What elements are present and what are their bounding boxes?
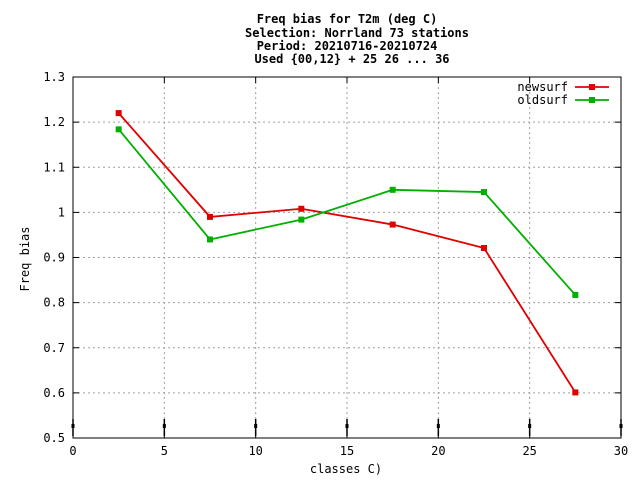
y-tick-label: 1.2 <box>43 115 65 129</box>
x-tick-label: 20 <box>431 444 445 458</box>
count-marker-point <box>345 424 349 428</box>
data-point-newsurf <box>389 221 396 228</box>
x-tick-label: 0 <box>69 444 76 458</box>
x-tick-label: 10 <box>248 444 262 458</box>
x-tick-label: 15 <box>340 444 354 458</box>
data-point-oldsurf <box>115 126 122 133</box>
legend-marker-newsurf <box>589 84 595 90</box>
data-point-newsurf <box>298 205 305 212</box>
data-point-oldsurf <box>481 189 487 196</box>
x-tick-label: 30 <box>614 444 628 458</box>
x-tick-label: 25 <box>522 444 536 458</box>
title-line-3: Period: 20210716-20210724 <box>257 39 438 53</box>
title-line-2: Selection: Norrland 73 stations <box>245 26 469 40</box>
data-point-oldsurf <box>298 216 305 223</box>
y-tick-label: 1.1 <box>43 160 65 174</box>
count-marker-point <box>71 424 75 428</box>
data-point-oldsurf <box>572 291 579 298</box>
data-point-newsurf <box>115 110 122 117</box>
count-marker-point <box>436 424 440 428</box>
x-axis-ticks: 0 5 10 15 20 25 30 <box>69 77 628 458</box>
legend-label-newsurf: newsurf <box>517 80 568 94</box>
chart-title: Freq bias for T2m (deg C) Selection: Nor… <box>245 12 469 66</box>
x-tick-label: 5 <box>161 444 168 458</box>
y-tick-label: 0.8 <box>43 296 65 310</box>
title-line-1: Freq bias for T2m (deg C) <box>257 12 438 26</box>
y-tick-label: 0.5 <box>43 431 65 445</box>
count-markers <box>71 419 623 436</box>
y-tick-label: 0.7 <box>43 341 65 355</box>
data-point-oldsurf <box>389 186 396 193</box>
title-line-4: Used {00,12} + 25 26 ... 36 <box>254 52 449 66</box>
y-tick-label: 1.3 <box>43 70 65 84</box>
y-tick-label: 0.9 <box>43 251 65 265</box>
series-line-newsurf <box>117 112 577 393</box>
data-series <box>115 110 579 396</box>
y-tick-label: 0.6 <box>43 386 65 400</box>
series-line-oldsurf <box>117 128 577 296</box>
count-marker-point <box>162 424 166 428</box>
count-marker-point <box>619 424 623 428</box>
count-marker-point <box>254 424 258 428</box>
data-point-newsurf <box>481 245 487 252</box>
y-axis-label: Freq bias <box>18 226 32 291</box>
y-axis-ticks: 0.5 0.6 0.7 0.8 0.9 1 1.1 1.2 1.3 <box>43 70 621 445</box>
data-point-oldsurf <box>207 236 213 243</box>
data-point-newsurf <box>572 389 579 396</box>
legend-label-oldsurf: oldsurf <box>517 93 568 107</box>
x-axis-label: classes C) <box>310 462 382 476</box>
grid-lines <box>73 77 621 438</box>
y-tick-label: 1 <box>58 205 65 219</box>
legend-marker-oldsurf <box>589 97 595 103</box>
count-marker-point <box>528 424 532 428</box>
data-point-newsurf <box>207 213 213 220</box>
